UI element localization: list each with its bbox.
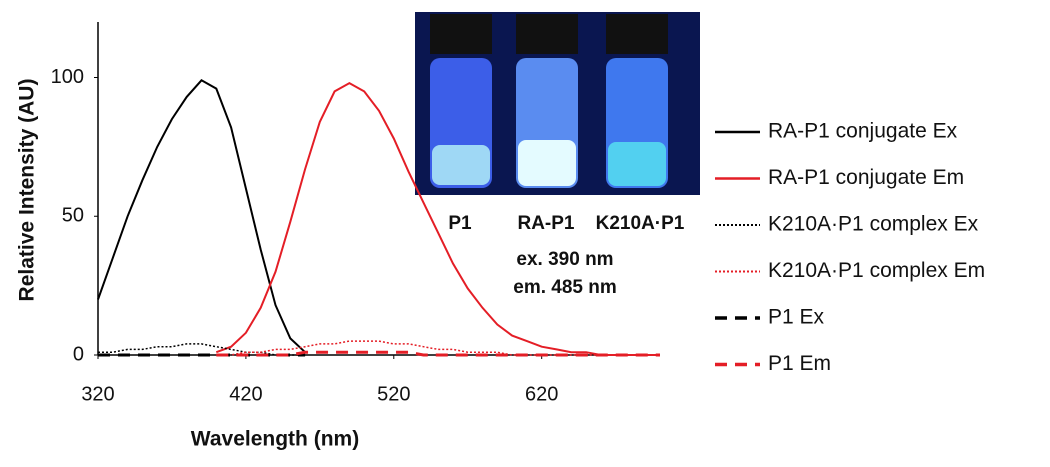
series-line xyxy=(98,343,306,356)
legend-label: RA-P1 conjugate Ex xyxy=(768,120,958,143)
inset-photo xyxy=(415,12,700,195)
annotation: em. 485 nm xyxy=(513,277,617,298)
x-tick-label: 320 xyxy=(81,383,114,405)
y-tick-label: 0 xyxy=(73,343,84,365)
inset-label: RA-P1 xyxy=(517,213,574,234)
x-tick-label: 520 xyxy=(377,383,410,405)
series-line xyxy=(215,81,660,356)
x-tick-label: 620 xyxy=(525,383,558,405)
series-line xyxy=(216,350,660,357)
series-line xyxy=(97,79,306,353)
inset-label: P1 xyxy=(448,213,472,234)
x-axis-title: Wavelength (nm) xyxy=(191,428,359,451)
legend-label: P1 Ex xyxy=(768,306,825,329)
legend-label: K210A·P1 complex Ex xyxy=(768,213,979,236)
x-tick-label: 420 xyxy=(229,383,262,405)
inset-label: K210A·P1 xyxy=(596,213,685,234)
y-axis-title: Relative Intensity (AU) xyxy=(16,79,39,302)
y-tick-label: 100 xyxy=(51,66,84,88)
y-tick-label: 50 xyxy=(62,205,84,227)
annotation: ex. 390 nm xyxy=(516,249,613,270)
legend-label: K210A·P1 complex Em xyxy=(768,259,985,282)
legend-label: P1 Em xyxy=(768,352,831,375)
legend-label: RA-P1 conjugate Em xyxy=(768,166,964,189)
